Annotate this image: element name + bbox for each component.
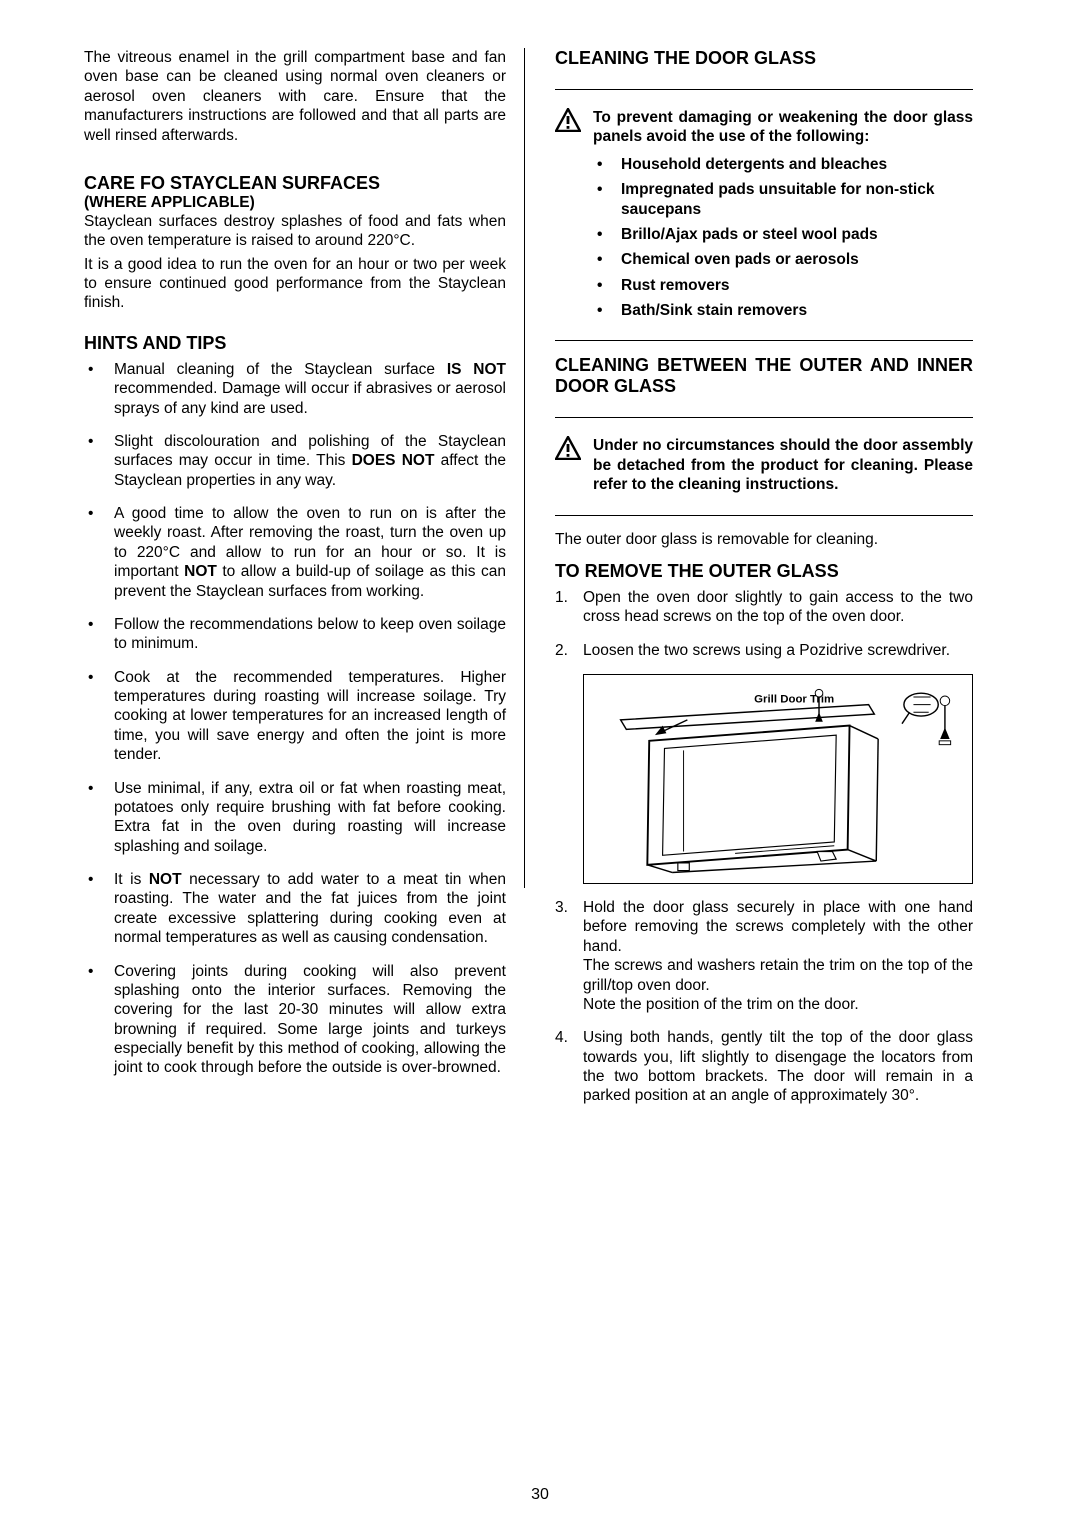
step-3-text-a: Hold the door glass securely in place wi… bbox=[583, 899, 973, 955]
page-number: 30 bbox=[0, 1486, 1080, 1504]
right-column: CLEANING THE DOOR GLASS To prevent damag… bbox=[533, 48, 973, 1428]
hints-list: Manual cleaning of the Stayclean surface… bbox=[84, 360, 506, 1078]
two-column-layout: The vitreous enamel in the grill compart… bbox=[84, 48, 996, 1428]
warning-bullet-item: Impregnated pads unsuitable for non-stic… bbox=[593, 180, 973, 219]
step-4: 4.Using both hands, gently tilt the top … bbox=[555, 1028, 973, 1106]
rule bbox=[555, 417, 973, 418]
step-1: 1.Open the oven door slightly to gain ac… bbox=[555, 588, 973, 627]
step-4-text: Using both hands, gently tilt the top of… bbox=[583, 1029, 973, 1104]
warning-text-1: To prevent damaging or weakening the doo… bbox=[593, 108, 973, 147]
cleaning-door-glass-heading: CLEANING THE DOOR GLASS bbox=[555, 48, 973, 69]
diagram-svg: Grill Door Trim bbox=[592, 683, 964, 875]
warning-text-2: Under no circumstances should the door a… bbox=[593, 436, 973, 494]
intro-paragraph: The vitreous enamel in the grill compart… bbox=[84, 48, 506, 145]
hint-item: It is NOT necessary to add water to a me… bbox=[84, 870, 506, 948]
warning-icon bbox=[555, 108, 581, 132]
cleaning-between-heading: CLEANING BETWEEN THE OUTER AND INNER DOO… bbox=[555, 355, 973, 397]
care-heading: CARE FO STAYCLEAN SURFACES bbox=[84, 173, 506, 194]
hint-item: Covering joints during cooking will also… bbox=[84, 962, 506, 1078]
warning-block-2: Under no circumstances should the door a… bbox=[555, 436, 973, 494]
outer-door-paragraph: The outer door glass is removable for cl… bbox=[555, 530, 973, 549]
step-3-text-b: The screws and washers retain the trim o… bbox=[583, 957, 973, 993]
screwdriver-icon bbox=[902, 693, 938, 724]
warning-bullet-item: Household detergents and bleaches bbox=[593, 155, 973, 174]
hint-item: Follow the recommendations below to keep… bbox=[84, 615, 506, 654]
care-subheading: (WHERE APPLICABLE) bbox=[84, 194, 506, 212]
screw-icon bbox=[939, 696, 950, 745]
step-3: 3. Hold the door glass securely in place… bbox=[555, 898, 973, 1014]
left-column: The vitreous enamel in the grill compart… bbox=[84, 48, 524, 1428]
warning-bullet-item: Bath/Sink stain removers bbox=[593, 301, 973, 320]
grill-door-trim-diagram: Grill Door Trim bbox=[583, 674, 973, 884]
warning-bullet-item: Brillo/Ajax pads or steel wool pads bbox=[593, 225, 973, 244]
step-2-text: Loosen the two screws using a Pozidrive … bbox=[583, 642, 950, 659]
care-paragraph-1: Stayclean surfaces destroy splashes of f… bbox=[84, 212, 506, 251]
hints-heading: HINTS AND TIPS bbox=[84, 333, 506, 354]
step-3-text-c: Note the position of the trim on the doo… bbox=[583, 996, 859, 1013]
warning-bullet-item: Chemical oven pads or aerosols bbox=[593, 250, 973, 269]
hint-item: A good time to allow the oven to run on … bbox=[84, 504, 506, 601]
column-divider bbox=[524, 48, 525, 888]
steps-list: 1.Open the oven door slightly to gain ac… bbox=[555, 588, 973, 660]
care-paragraph-2: It is a good idea to run the oven for an… bbox=[84, 255, 506, 313]
rule bbox=[555, 515, 973, 516]
steps-list-continued: 3. Hold the door glass securely in place… bbox=[555, 898, 973, 1106]
step-1-text: Open the oven door slightly to gain acce… bbox=[583, 589, 973, 625]
hint-item: Manual cleaning of the Stayclean surface… bbox=[84, 360, 506, 418]
warning-bullet-item: Rust removers bbox=[593, 276, 973, 295]
remove-outer-glass-heading: TO REMOVE THE OUTER GLASS bbox=[555, 561, 973, 582]
hint-item: Slight discolouration and polishing of t… bbox=[84, 432, 506, 490]
step-2: 2.Loosen the two screws using a Pozidriv… bbox=[555, 641, 973, 660]
hint-item: Use minimal, if any, extra oil or fat wh… bbox=[84, 779, 506, 857]
warning-icon bbox=[555, 436, 581, 460]
warning-1-bullet-list: Household detergents and bleaches Impregn… bbox=[593, 155, 973, 321]
rule bbox=[555, 340, 973, 341]
hint-item: Cook at the recommended temperatures. Hi… bbox=[84, 668, 506, 765]
rule bbox=[555, 89, 973, 90]
warning-block-1: To prevent damaging or weakening the doo… bbox=[555, 108, 973, 147]
